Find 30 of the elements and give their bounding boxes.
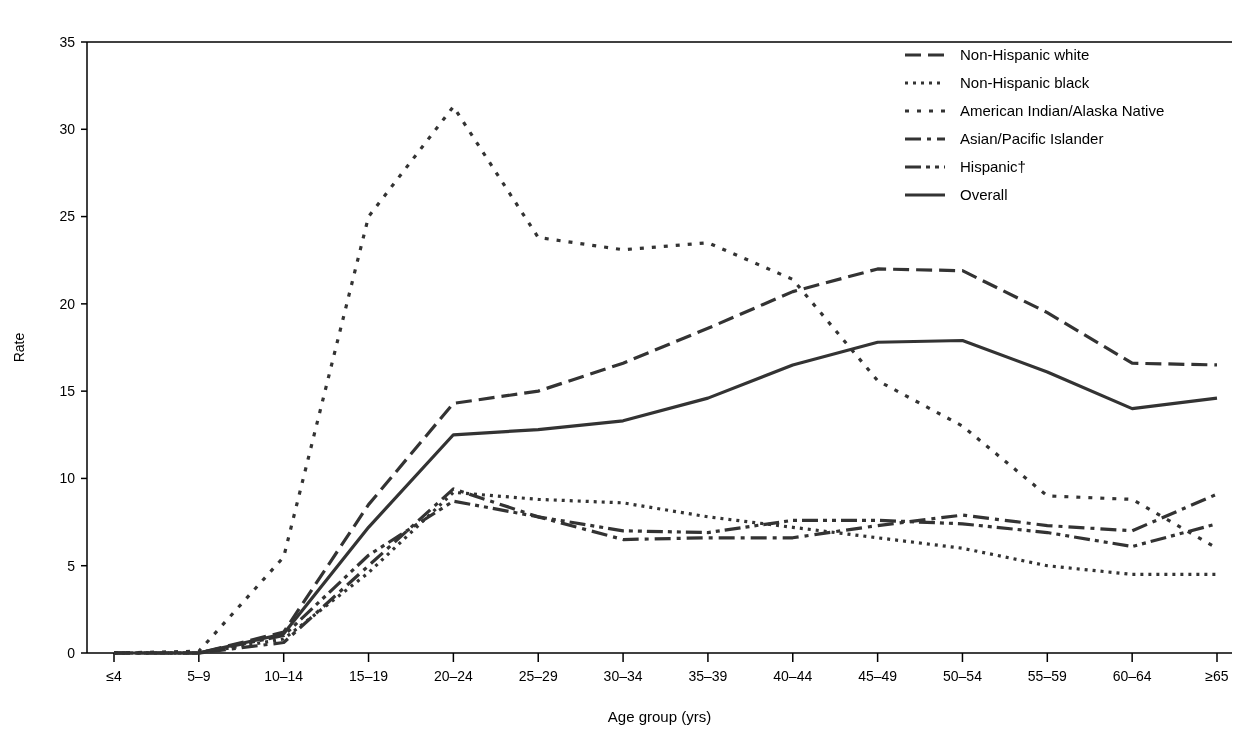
x-tick-label: ≤4 [106, 668, 122, 684]
legend-label: Asian/Pacific Islander [960, 130, 1104, 148]
y-tick-label: 0 [67, 644, 76, 661]
x-tick-label: 10–14 [264, 668, 304, 684]
legend-label: Non-Hispanic black [960, 74, 1090, 92]
y-tick-label: 10 [59, 470, 76, 487]
legend-label: Overall [960, 186, 1008, 204]
y-tick-label: 30 [59, 121, 76, 138]
x-tick-label: 45–49 [858, 668, 898, 684]
x-tick-label: 50–54 [942, 668, 983, 684]
legend-label: Hispanic† [960, 158, 1026, 176]
x-tick-label: 30–34 [603, 668, 643, 684]
y-tick-label: 15 [59, 383, 76, 400]
x-tick-label: 35–39 [688, 668, 728, 684]
x-tick-label: ≥65 [1205, 668, 1229, 684]
x-axis-title: Age group (yrs) [607, 708, 712, 725]
y-axis-title: Rate [11, 332, 27, 363]
legend-label: Non-Hispanic white [960, 46, 1090, 64]
y-tick-label: 35 [59, 33, 76, 50]
x-tick-label: 60–64 [1112, 668, 1152, 684]
y-tick-label: 5 [67, 557, 76, 574]
y-tick-label: 25 [59, 208, 76, 225]
x-tick-label: 25–29 [518, 668, 558, 684]
x-tick-label: 40–44 [773, 668, 813, 684]
legend-label: American Indian/Alaska Native [960, 102, 1165, 120]
x-tick-label: 20–24 [433, 668, 474, 684]
x-tick-label: 5–9 [187, 668, 211, 684]
y-tick-label: 20 [59, 295, 76, 312]
x-tick-label: 15–19 [349, 668, 389, 684]
x-tick-label: 55–59 [1027, 668, 1067, 684]
